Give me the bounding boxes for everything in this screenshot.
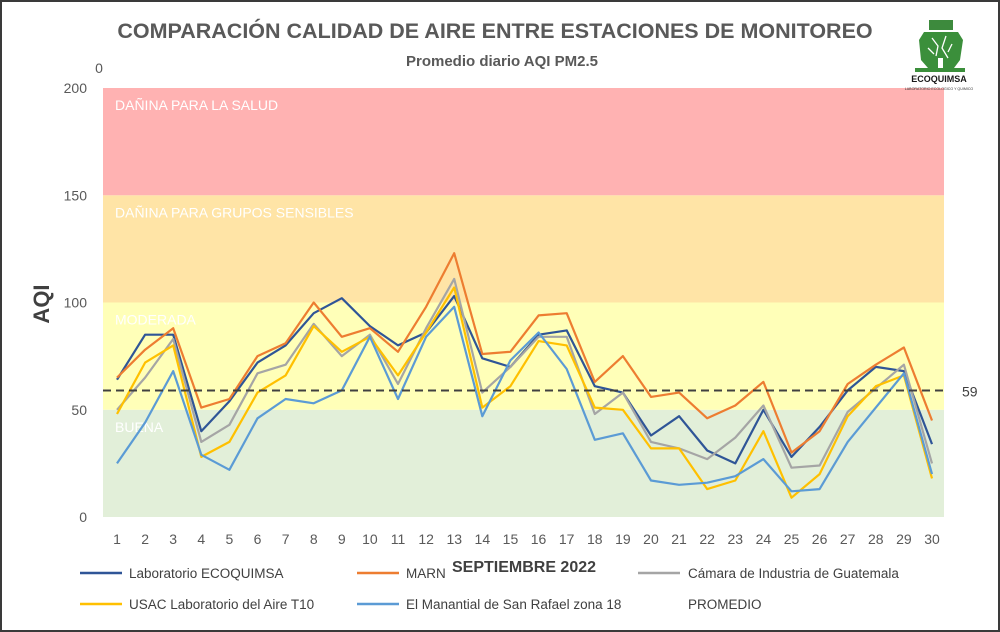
x-tick-21: 21: [671, 531, 687, 547]
logo-tagline: LABORATORIO ECOLOGICO Y QUIMICO: [905, 87, 974, 91]
y-tick-150: 150: [64, 187, 88, 203]
corner-value: 0: [95, 60, 103, 76]
logo-name: ECOQUIMSA: [911, 74, 967, 84]
ecoquimsa-logo: ECOQUIMSA LABORATORIO ECOLOGICO Y QUIMIC…: [905, 20, 974, 91]
zone-label-3: DAÑINA PARA LA SALUD: [115, 97, 278, 113]
x-tick-18: 18: [587, 531, 603, 547]
average-line: 59: [103, 383, 978, 399]
x-tick-1: 1: [113, 531, 121, 547]
x-tick-8: 8: [310, 531, 318, 547]
y-tick-50: 50: [71, 402, 87, 418]
x-tick-26: 26: [812, 531, 828, 547]
legend-label-2: Cámara de Industria de Guatemala: [688, 566, 899, 581]
x-tick-7: 7: [282, 531, 290, 547]
average-value-label: 59: [962, 383, 978, 399]
series-line-2: [116, 277, 934, 469]
x-tick-24: 24: [756, 531, 772, 547]
zone-label-2: DAÑINA PARA GRUPOS SENSIBLES: [115, 204, 354, 220]
series-line-3: [116, 286, 934, 499]
x-tick-23: 23: [727, 531, 743, 547]
x-axis-ticks: 1 2 3 4 5 6 7 8 9 10 11 12 13 14 15 16 17 18 19 20 21 22 23 24 2…: [113, 531, 940, 547]
x-tick-19: 19: [615, 531, 631, 547]
zone-2: [103, 195, 944, 303]
x-tick-2: 2: [141, 531, 149, 547]
x-tick-3: 3: [169, 531, 177, 547]
x-tick-6: 6: [254, 531, 262, 547]
legend-label-4: El Manantial de San Rafael zona 18: [406, 597, 621, 612]
x-tick-20: 20: [643, 531, 659, 547]
x-tick-30: 30: [924, 531, 940, 547]
y-tick-200: 200: [64, 80, 88, 96]
legend-label-3: USAC Laboratorio del Aire T10: [129, 597, 314, 612]
x-tick-22: 22: [699, 531, 715, 547]
x-tick-28: 28: [868, 531, 884, 547]
x-tick-5: 5: [226, 531, 234, 547]
series-line-1: [116, 252, 934, 454]
series-lines: [116, 252, 934, 499]
x-tick-15: 15: [503, 531, 519, 547]
aqi-zone-labels: BUENA MODERADA DAÑINA PARA GRUPOS SENSIBLE…: [115, 97, 354, 435]
legend: Laboratorio ECOQUIMSA MARN Cámara de Indus…: [80, 566, 899, 612]
x-tick-11: 11: [391, 531, 406, 547]
x-axis-label: SEPTIEMBRE 2022: [452, 559, 596, 576]
y-tick-100: 100: [64, 295, 88, 311]
x-tick-10: 10: [362, 531, 378, 547]
y-axis-ticks: 0 50 100 150 200: [64, 80, 88, 525]
series-line-4: [116, 305, 934, 493]
legend-label-5: PROMEDIO: [688, 597, 762, 612]
x-tick-27: 27: [840, 531, 856, 547]
x-tick-9: 9: [338, 531, 346, 547]
aqi-zones: [103, 88, 944, 517]
chart-title: COMPARACIÓN CALIDAD DE AIRE ENTRE ESTACI…: [117, 18, 872, 43]
x-tick-14: 14: [475, 531, 491, 547]
zone-label-1: MODERADA: [115, 312, 197, 328]
legend-label-0: Laboratorio ECOQUIMSA: [129, 566, 284, 581]
x-tick-16: 16: [531, 531, 547, 547]
zone-0: [103, 409, 944, 517]
x-tick-13: 13: [446, 531, 462, 547]
x-tick-12: 12: [418, 531, 434, 547]
x-tick-17: 17: [559, 531, 575, 547]
legend-label-1: MARN: [406, 566, 446, 581]
y-axis-label: AQI: [29, 284, 54, 323]
y-tick-0: 0: [79, 509, 87, 525]
x-tick-4: 4: [197, 531, 205, 547]
x-tick-25: 25: [784, 531, 800, 547]
zone-1: [103, 302, 944, 410]
chart-subtitle: Promedio diario AQI PM2.5: [406, 53, 598, 70]
zone-3: [103, 88, 944, 196]
zone-label-0: BUENA: [115, 419, 164, 435]
x-tick-29: 29: [896, 531, 912, 547]
tree-logo-icon: [915, 20, 965, 72]
